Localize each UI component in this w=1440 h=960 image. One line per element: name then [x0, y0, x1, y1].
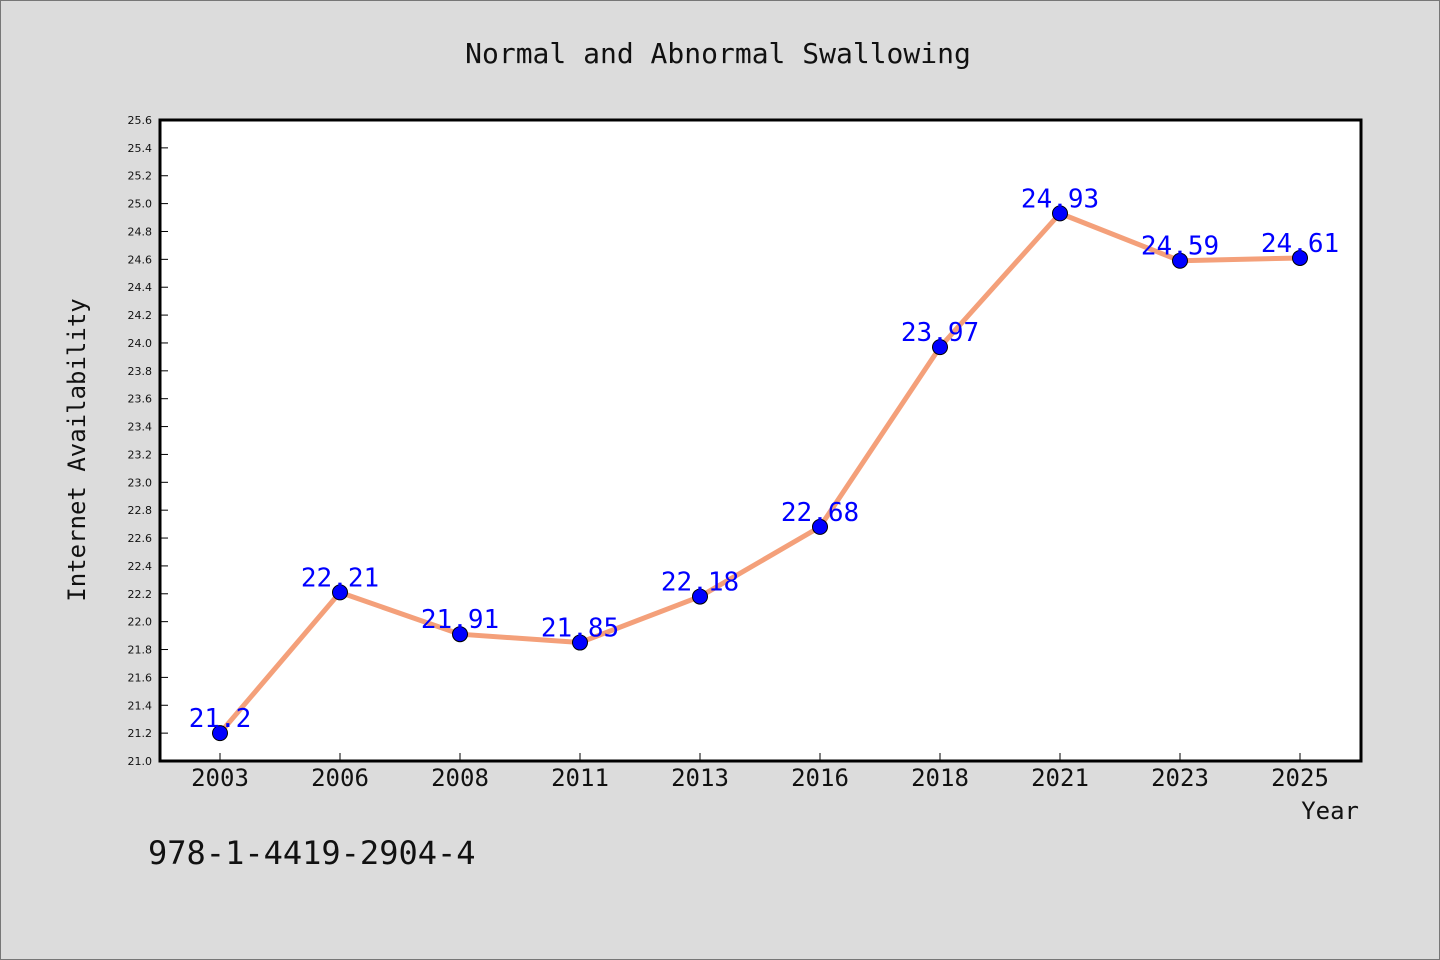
x-tick-label: 2023 [1151, 764, 1209, 792]
data-point-marker [332, 584, 348, 601]
data-point-marker [932, 339, 948, 356]
y-axis-ticks: 21.0 21.2 21.4 21.6 21.8 22.0 22.2 22.4 22.6 22.8… [128, 114, 168, 768]
x-tick-label: 2021 [1031, 764, 1089, 792]
data-label: 24.61 [1261, 229, 1339, 259]
y-tick-label: 24.2 [128, 309, 153, 322]
y-tick-label: 22.6 [128, 532, 153, 545]
y-tick-label: 22.8 [128, 504, 153, 517]
y-tick-label: 23.6 [128, 393, 153, 406]
y-tick-label: 23.0 [128, 476, 153, 489]
y-tick-label: 23.8 [128, 365, 153, 378]
y-tick-label: 21.0 [128, 755, 153, 768]
y-tick-label: 24.0 [128, 337, 153, 350]
y-tick-label: 24.6 [128, 253, 153, 266]
data-label: 21.85 [541, 614, 619, 644]
y-tick-label: 21.8 [128, 644, 153, 657]
y-tick-label: 24.8 [128, 225, 153, 238]
y-tick-label: 24.4 [128, 281, 153, 294]
data-point-marker [1292, 249, 1308, 266]
y-tick-label: 23.4 [128, 421, 153, 434]
y-tick-label: 25.6 [128, 114, 153, 127]
data-point-marker [692, 588, 708, 605]
data-label: 21.2 [189, 704, 252, 734]
y-tick-label: 21.6 [128, 671, 153, 684]
data-point-marker [1052, 205, 1068, 222]
x-axis-label: Year [1301, 797, 1359, 825]
y-tick-label: 25.4 [128, 142, 153, 155]
series-line [217, 210, 1303, 736]
data-labels: 21.2 22.21 21.91 21.85 22.18 22.68 23.97 24.93 2… [189, 184, 1339, 734]
series-markers [212, 205, 1308, 742]
chart-title: Normal and Abnormal Swallowing [465, 37, 971, 70]
y-tick-label: 22.4 [128, 560, 153, 573]
y-axis-label: Internet Availability [63, 298, 91, 601]
x-tick-label: 2013 [671, 764, 729, 792]
x-axis-ticks: 2003 2006 2008 2011 2013 2016 2018 2021 2023 2025 [191, 753, 1329, 792]
data-label: 22.68 [781, 498, 859, 528]
x-tick-label: 2006 [311, 764, 369, 792]
y-tick-label: 22.2 [128, 588, 153, 601]
y-tick-label: 22.0 [128, 616, 153, 629]
data-point-marker [452, 626, 468, 643]
data-label: 22.21 [301, 563, 379, 593]
data-point-marker [812, 518, 828, 535]
data-label: 24.59 [1141, 232, 1219, 262]
plot-area [158, 118, 1363, 763]
data-label: 23.97 [901, 318, 979, 348]
data-point-marker [1172, 252, 1188, 269]
y-tick-label: 21.4 [128, 699, 153, 712]
data-point-marker [212, 725, 228, 742]
x-tick-label: 2008 [431, 764, 489, 792]
y-tick-label: 23.2 [128, 448, 153, 461]
x-tick-label: 2011 [551, 764, 609, 792]
x-tick-label: 2016 [791, 764, 849, 792]
data-label: 21.91 [421, 605, 499, 635]
y-tick-label: 21.2 [128, 727, 153, 740]
data-label: 24.93 [1021, 184, 1099, 214]
x-tick-label: 2003 [191, 764, 249, 792]
isbn-text: 978-1-4419-2904-4 [148, 834, 476, 872]
y-tick-label: 25.0 [128, 198, 153, 211]
y-tick-label: 25.2 [128, 170, 153, 183]
data-label: 22.18 [661, 568, 739, 598]
data-point-marker [572, 634, 588, 651]
x-tick-label: 2018 [911, 764, 969, 792]
x-tick-label: 2025 [1271, 764, 1329, 792]
